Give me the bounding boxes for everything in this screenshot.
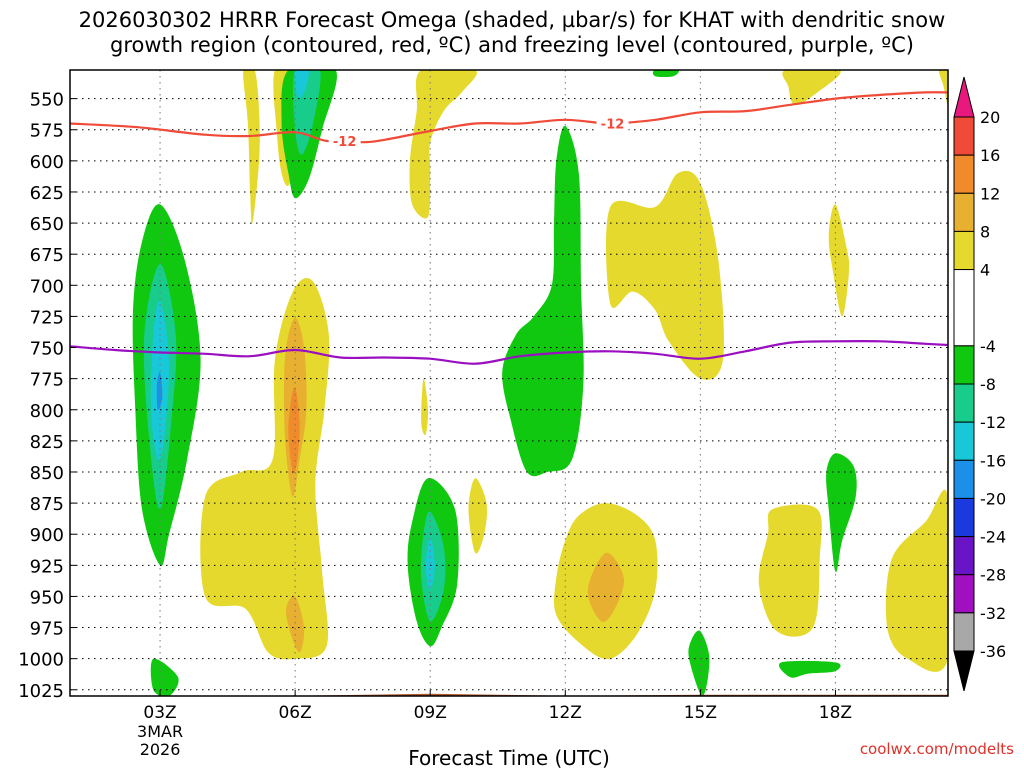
colorbar-bin-9 [953,459,975,499]
colorbar-bin-1 [953,116,975,156]
y-tick-label-1025: 1025 [18,681,64,702]
omega-region-yellow-0600-column [200,278,330,660]
colorbar-label-20: 20 [980,108,1000,127]
colorbar-bin-12 [953,574,975,614]
omega-region-yellow-1630-blob [758,504,822,637]
chart-title-line-1: 2026030302 HRRR Forecast Omega (shaded, … [78,8,946,32]
y-tick-label-575: 575 [30,121,64,142]
colorbar-label--36: -36 [980,642,1006,661]
y-tick-label-975: 975 [30,619,64,640]
y-tick-label-925: 925 [30,556,64,577]
colorbar-label-12: 12 [980,184,1000,203]
chart-title-line-2: growth region (contoured, red, ºC) and f… [110,33,914,57]
colorbar-label--28: -28 [980,566,1006,585]
omega-region-orange-1300-core [587,552,625,622]
colorbar-bin-3 [953,192,975,232]
colorbar-bin-2 [953,154,975,194]
omega-region-blue-0300 [156,372,163,411]
colorbar-bin-4 [953,230,975,271]
dgz-contour-label-1: -12 [601,118,625,133]
y-tick-label-675: 675 [30,245,64,266]
colorbar-label--12: -12 [980,413,1006,432]
y-tick-label-825: 825 [30,432,64,453]
omega-region-yellow-1700-top [782,70,841,105]
colorbar-label--20: -20 [980,489,1006,508]
freezing-level-line [70,339,948,365]
axes: 550 575 600 625 650 675 700 725 750 775 800 825 850 8… [18,90,852,759]
x-tick-label-03Z: 03Z [143,703,176,723]
colorbar-label--32: -32 [980,604,1006,623]
y-tick-label-850: 850 [30,463,64,484]
omega-region-yellow-1400-block [605,170,724,380]
dgz-label-bg-0 [328,132,361,149]
x-tick-label-15Z: 15Z [684,703,717,723]
colorbar: 20 16 12 8 4 -4 -8 -12 -16 -20 -24 -28 -32 -36 [953,76,1006,692]
colorbar-label-16: 16 [980,146,1000,165]
colorbar-label--4: -4 [980,337,996,356]
credit-link[interactable]: coolwx.com/modelts [859,740,1014,758]
y-tick-label-725: 725 [30,307,64,328]
y-tick-label-550: 550 [30,90,64,111]
colorbar-bin-13 [953,612,975,652]
y-tick-label-650: 650 [30,214,64,235]
colorbar-bin-10 [953,497,975,538]
colorbar-bin-8 [953,421,975,461]
colorbar-label--16: -16 [980,451,1006,470]
omega-region-yellow-1000-small [468,478,488,554]
x-tick-label-09Z: 09Z [414,703,447,723]
omega-region-green-0300-small [150,658,179,696]
colorbar-bin-7 [953,383,975,423]
omega-region-green-1800-small [778,660,841,678]
omega-region-yellow-2000-top [938,70,948,106]
colorbar-bin-14 [953,650,975,692]
colorbar-label--24: -24 [980,528,1006,547]
omega-region-orange-0600-low [285,595,305,653]
plot-frame [69,69,949,697]
colorbar-label-8: 8 [980,222,990,241]
omega-region-cyan-0600-upper [294,70,309,98]
x-tick-label-12Z: 12Z [549,703,582,723]
dgz-label-bg-1 [596,115,629,132]
y-tick-label-750: 750 [30,339,64,360]
y-tick-label-775: 775 [30,370,64,391]
y-tick-label-625: 625 [30,183,64,204]
y-tick-label-800: 800 [30,401,64,422]
omega-region-dark-orange-0600 [288,386,300,474]
y-tick-label-900: 900 [30,525,64,546]
x-axis-label: Forecast Time (UTC) [408,746,610,768]
x-tick-label-18Z: 18Z [819,703,852,723]
x-tick-sublabel-0: 3MAR [137,722,183,741]
y-tick-label-950: 950 [30,587,64,608]
dgz-contour-label-0: -12 [333,135,357,150]
y-tick-label-600: 600 [30,152,64,173]
omega-region-yellow-1930-blob [885,489,948,672]
colorbar-label--8: -8 [980,375,996,394]
colorbar-bin-6 [953,345,975,385]
omega-region-green-1300-top [652,70,679,78]
dgz-contour-line [70,91,948,144]
omega-region-green-1500-small [688,630,710,696]
colorbar-bin-0 [953,76,975,118]
x-tick-label-06Z: 06Z [278,703,311,723]
plot-area: -12 -12 [70,70,948,696]
omega-region-yellow-1800-blob [828,204,850,317]
x-tick-sublabel-1: 2026 [140,740,181,759]
y-tick-label-700: 700 [30,276,64,297]
omega-region-green-1130-column [502,125,584,477]
colorbar-bin-5 [953,269,975,347]
y-tick-label-1000: 1000 [18,650,64,671]
omega-region-green-1800-blob [826,453,857,573]
omega-region-yellow-0930-upper [409,70,477,219]
colorbar-label-4: 4 [980,261,990,280]
colorbar-bin-11 [953,536,975,576]
omega-region-yellow-0500-tail [243,70,260,224]
omega-region-yellow-0900-small [421,378,429,436]
y-tick-label-875: 875 [30,494,64,515]
